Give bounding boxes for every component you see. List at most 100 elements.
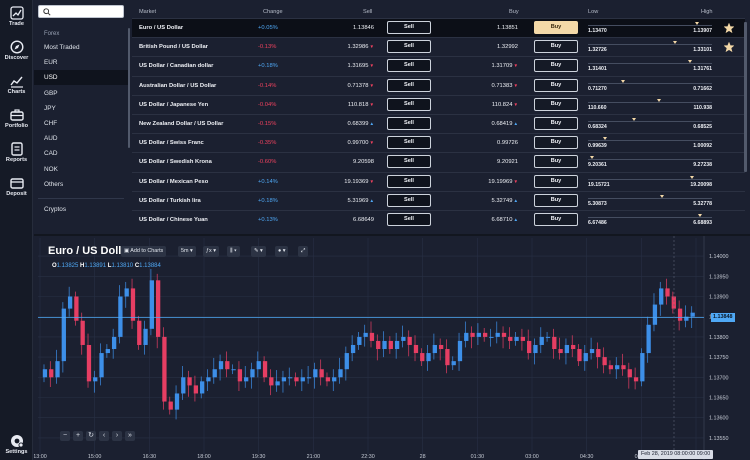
header-low[interactable]: Low xyxy=(588,9,599,15)
add-to-charts-button[interactable]: ▣ Add to Charts xyxy=(121,246,167,257)
sell-button[interactable]: Sell xyxy=(387,174,431,188)
zoom-in-button[interactable]: + xyxy=(73,431,83,441)
chart-type-button[interactable]: ⫼ ▾ xyxy=(227,246,240,257)
favorite-button[interactable] xyxy=(724,81,734,91)
sell-button[interactable]: Sell xyxy=(387,97,431,111)
quote-row[interactable]: Australian Dollar / US Dollar -0.14% 0.713… xyxy=(132,75,745,95)
buy-button[interactable]: Buy xyxy=(534,78,578,92)
scroll-end-button[interactable]: » xyxy=(125,431,135,441)
scroll-left-button[interactable]: ‹ xyxy=(99,431,109,441)
header-buy[interactable]: Buy xyxy=(509,9,519,15)
change-value: +0.18% xyxy=(258,197,278,204)
sell-button[interactable]: Sell xyxy=(387,78,431,92)
nav-deposit[interactable]: Deposit xyxy=(0,176,33,206)
fullscreen-button[interactable]: ⤢ xyxy=(298,246,309,257)
buy-button[interactable]: Buy xyxy=(534,136,578,150)
category-item-others[interactable]: Others xyxy=(44,180,64,188)
category-item-cad[interactable]: CAD xyxy=(44,150,58,158)
buy-button[interactable]: Buy xyxy=(534,193,578,207)
category-item-aud[interactable]: AUD xyxy=(44,135,58,143)
candle-body xyxy=(652,304,658,325)
favorite-button[interactable] xyxy=(724,100,734,110)
sell-button[interactable]: Sell xyxy=(387,136,431,150)
sell-button[interactable]: Sell xyxy=(387,21,431,34)
interval-select[interactable]: 5m ▾ xyxy=(178,246,196,257)
favorite-button[interactable] xyxy=(724,215,734,225)
buy-button[interactable]: Buy xyxy=(534,97,578,111)
change-value: -0.13% xyxy=(258,44,277,51)
category-item-nok[interactable]: NOK xyxy=(44,165,58,173)
candle-body xyxy=(262,361,268,378)
category-item-chf[interactable]: CHF xyxy=(44,120,58,127)
sell-button[interactable]: Sell xyxy=(387,155,431,169)
arrow-up-icon: ▲ xyxy=(513,121,518,126)
zoom-out-button[interactable]: − xyxy=(60,431,70,441)
nav-reports[interactable]: Reports xyxy=(0,142,33,172)
header-market[interactable]: Market xyxy=(139,9,157,15)
favorite-button[interactable] xyxy=(724,196,734,206)
buy-button[interactable]: Buy xyxy=(534,174,578,188)
buy-button[interactable]: Buy xyxy=(534,21,578,34)
category-item-eur[interactable]: EUR xyxy=(44,59,58,67)
favorite-button[interactable] xyxy=(724,61,734,71)
header-sell[interactable]: Sell xyxy=(363,9,373,15)
sell-button[interactable]: Sell xyxy=(387,117,431,130)
y-tick-label: 1.14000 xyxy=(709,254,729,260)
indicators-button[interactable]: ƒx ▾ xyxy=(203,246,219,257)
category-item-most-traded[interactable]: Most Traded xyxy=(44,44,80,51)
candle-body xyxy=(80,320,85,345)
settings-button[interactable]: Settings xyxy=(0,434,33,460)
candlestick-chart[interactable]: 1.140001.139501.139001.138501.138001.137… xyxy=(34,236,750,460)
quotes-scrollbar[interactable] xyxy=(744,22,747,172)
quote-row[interactable]: US Dollar / Mexican Peso +0.14% 19.19369▼ S… xyxy=(132,171,745,191)
candle-body xyxy=(558,349,563,354)
header-change[interactable]: Change xyxy=(263,9,283,15)
day-range-bar xyxy=(588,82,712,84)
category-item-gbp[interactable]: GBP xyxy=(44,89,58,97)
favorite-button[interactable] xyxy=(724,157,734,167)
sell-button[interactable]: Sell xyxy=(387,213,431,226)
favorite-button[interactable] xyxy=(723,41,735,53)
quote-row[interactable]: US Dollar / Chinese Yuan +0.13% 6.68649 Sel… xyxy=(132,210,745,229)
quote-row[interactable]: US Dollar / Canadian dollar +0.18% 1.31695… xyxy=(132,56,745,75)
nav-portfolio[interactable]: Portfolio xyxy=(0,108,33,138)
sell-button[interactable]: Sell xyxy=(387,193,431,207)
candle-body xyxy=(690,312,695,317)
header-high[interactable]: High xyxy=(701,9,713,15)
reset-zoom-button[interactable]: ↻ xyxy=(86,431,96,441)
quote-row[interactable]: British Pound / US Dollar -0.13% 1.32986▼ S… xyxy=(132,37,745,56)
category-item-jpy[interactable]: JPY xyxy=(44,104,56,112)
scroll-right-button[interactable]: › xyxy=(112,431,122,441)
quote-row[interactable]: US Dollar / Swedish Krona -0.60% 9.20598 Se… xyxy=(132,152,745,171)
category-item-usd[interactable]: USD xyxy=(34,70,129,86)
nav-trade[interactable]: Trade xyxy=(0,6,33,36)
sell-button[interactable]: Sell xyxy=(387,59,431,73)
category-scrollbar[interactable] xyxy=(128,28,130,148)
candle-body xyxy=(350,344,356,354)
buy-button[interactable]: Buy xyxy=(534,213,578,226)
high-value: 0.68525 xyxy=(693,124,712,130)
nav-label: Portfolio xyxy=(5,123,28,129)
nav-charts[interactable]: Charts xyxy=(0,74,33,104)
settings-dropdown-button[interactable]: ● ▾ xyxy=(275,246,289,257)
favorite-button[interactable] xyxy=(724,119,734,129)
buy-button[interactable]: Buy xyxy=(534,117,578,130)
category-item-cryptos[interactable]: Cryptos xyxy=(44,206,67,213)
nav-discover[interactable]: Discover xyxy=(0,40,33,70)
search-input[interactable] xyxy=(38,5,124,18)
favorite-button[interactable] xyxy=(723,22,735,34)
quote-row[interactable]: Euro / US Dollar +0.05% 1.13846 Sell 1.13851… xyxy=(132,18,745,37)
favorite-button[interactable] xyxy=(724,138,734,148)
quote-row[interactable]: New Zealand Dollar / US Dollar -0.15% 0.68… xyxy=(132,114,745,133)
buy-button[interactable]: Buy xyxy=(534,59,578,73)
drawing-tools-button[interactable]: ✎ ▾ xyxy=(251,246,266,257)
quote-row[interactable]: US Dollar / Swiss Franc -0.35% 0.99700▼ Sel… xyxy=(132,133,745,152)
buy-button[interactable]: Buy xyxy=(534,40,578,54)
favorite-star-icon xyxy=(724,81,734,91)
buy-button[interactable]: Buy xyxy=(534,155,578,169)
sell-button[interactable]: Sell xyxy=(387,40,431,54)
favorite-button[interactable] xyxy=(724,177,734,187)
quote-row[interactable]: US Dollar / Japanese Yen -0.04% 110.818▼ Se… xyxy=(132,94,745,114)
quote-row[interactable]: US Dollar / Turkish lira +0.18% 5.31969▲ Se… xyxy=(132,190,745,210)
